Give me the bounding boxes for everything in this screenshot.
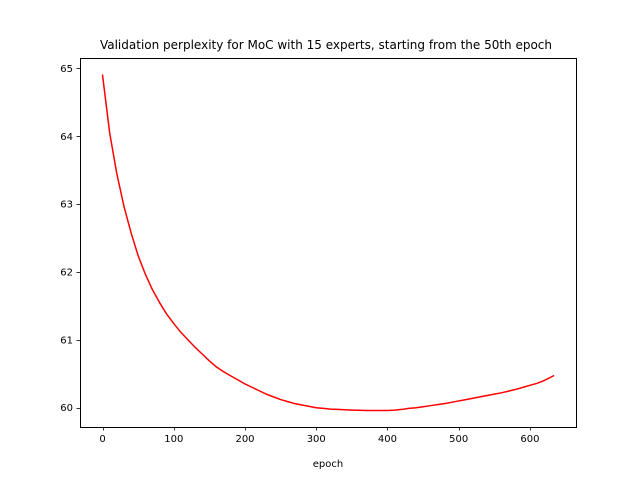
y-tick-label: 61: [60, 335, 73, 346]
x-tick-label: 100: [164, 434, 183, 445]
y-tick-label: 62: [60, 268, 73, 279]
series-line: [101, 74, 555, 412]
x-axis-label: epoch: [313, 459, 343, 470]
plot-series: [101, 74, 555, 412]
x-tick-label: 600: [520, 434, 539, 445]
x-tick-label: 0: [99, 434, 105, 445]
x-tick-label: 500: [449, 434, 468, 445]
plot-frame: [80, 58, 577, 428]
y-tick-label: 63: [60, 200, 73, 211]
y-tick-label: 64: [60, 132, 73, 143]
y-tick-label: 60: [60, 403, 73, 414]
y-tick-label: 65: [60, 64, 73, 75]
x-tick-label: 400: [378, 434, 397, 445]
axis-ticks: 0 100 200 300 400 500 600 60 61 62 63 64 65: [60, 64, 539, 445]
chart-title: Validation perplexity for MoC with 15 ex…: [100, 38, 552, 52]
x-tick-label: 300: [307, 434, 326, 445]
x-tick-label: 200: [235, 434, 254, 445]
